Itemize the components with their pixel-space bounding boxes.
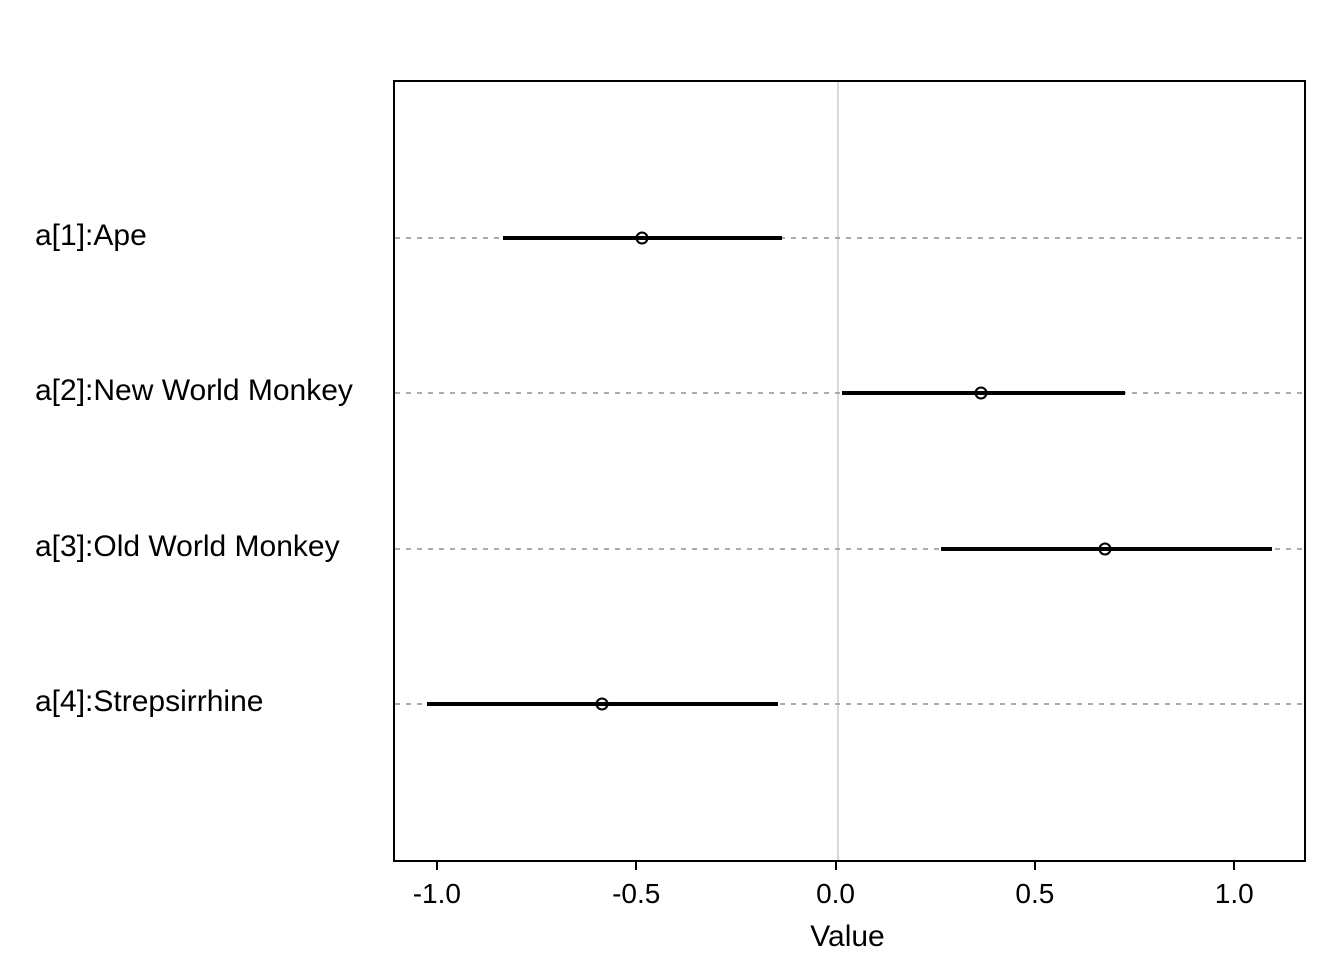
axis-tick xyxy=(635,860,638,870)
point-marker xyxy=(974,386,988,400)
plot-area xyxy=(393,80,1306,862)
x-axis: Value -1.0 -0.5 0.0 0.5 1.0 xyxy=(393,860,1302,960)
dashed-gridline xyxy=(395,236,1304,239)
axis-tick-label: -1.0 xyxy=(412,878,461,909)
axis-tick-label: 0.5 xyxy=(1015,878,1055,909)
axis-tick xyxy=(435,860,438,870)
axis-tick-label: 0.0 xyxy=(816,878,855,909)
axis-tick xyxy=(1033,860,1036,870)
dashed-gridline xyxy=(395,547,1304,550)
x-axis-title: Value xyxy=(810,920,885,953)
row-label: a[1]:Ape xyxy=(35,218,147,252)
axis-tick-label: 1.0 xyxy=(1214,878,1254,909)
point-marker xyxy=(1098,542,1112,556)
zero-reference-line xyxy=(836,82,839,860)
y-axis-labels: a[1]:Ape a[2]:New World Monkey a[3]:Old Wo… xyxy=(0,80,393,858)
row-label: a[2]:New World Monkey xyxy=(35,374,353,408)
axis-tick xyxy=(834,860,837,870)
point-marker xyxy=(635,231,649,245)
dashed-gridline xyxy=(395,703,1304,706)
row-label: a[4]:Strepsirrhine xyxy=(35,685,264,719)
point-marker xyxy=(595,697,609,711)
axis-tick-label: -0.5 xyxy=(612,878,661,909)
row-label: a[3]:Old World Monkey xyxy=(35,529,340,563)
axis-tick xyxy=(1233,860,1236,870)
